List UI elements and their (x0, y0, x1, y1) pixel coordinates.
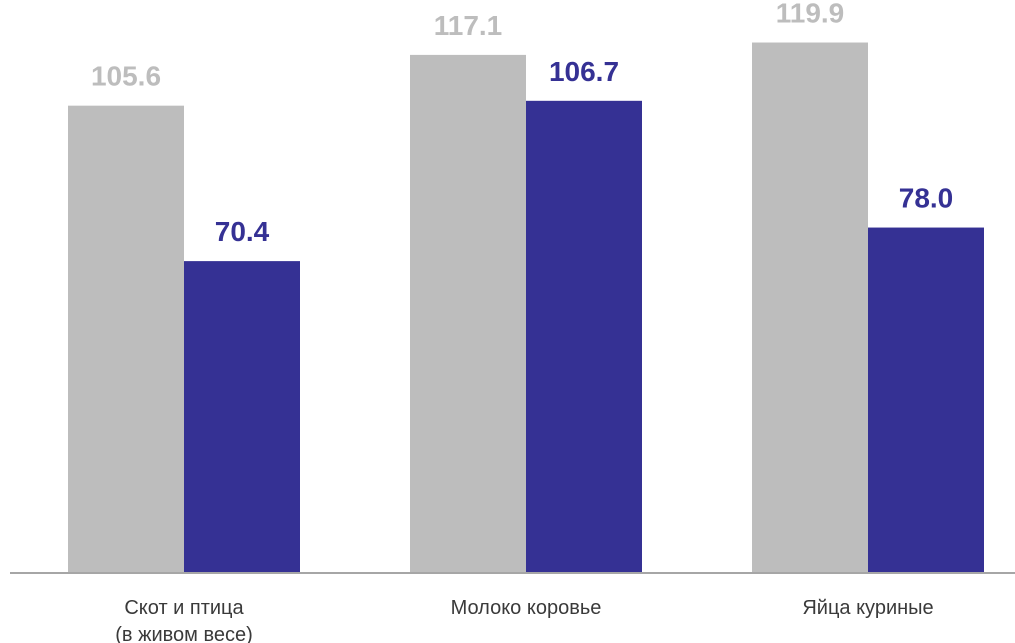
bar-series1-cat1 (68, 105, 184, 572)
category-label-1-line2: (в живом весе) (115, 624, 253, 643)
bar-series1-cat2 (410, 54, 526, 572)
bar-series2-cat1 (184, 261, 300, 572)
value-label-series1-cat2: 117.1 (434, 10, 503, 41)
bar-series2-cat2 (526, 100, 642, 572)
value-label-series2-cat1: 70.4 (215, 216, 270, 247)
category-label-2: Молоко коровье (451, 597, 602, 619)
value-label-series2-cat2: 106.7 (549, 56, 619, 87)
value-label-series1-cat1: 105.6 (91, 61, 161, 92)
category-label-3: Яйца куриные (802, 597, 933, 619)
bar-series1-cat3 (752, 42, 868, 572)
bar-series2-cat3 (868, 227, 984, 572)
value-label-series1-cat3: 119.9 (776, 0, 845, 29)
value-label-series2-cat3: 78.0 (899, 183, 954, 214)
category-label-1-line1: Скот и птица (124, 597, 244, 619)
